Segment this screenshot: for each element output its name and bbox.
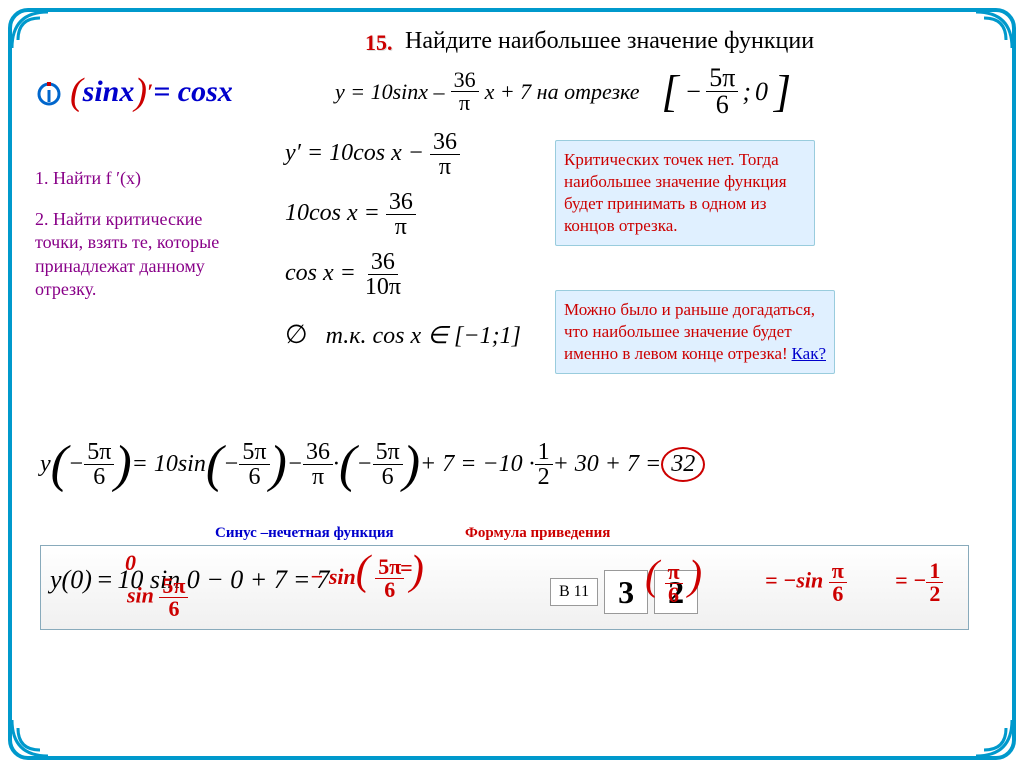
problem-title: Найдите наибольшее значение функции xyxy=(405,28,814,55)
slide-content: 15. Найдите наибольшее значение функции … xyxy=(25,20,999,748)
note-box-2: Можно было и раньше догадаться, что наиб… xyxy=(555,290,835,374)
interval: [ − 5π6 ; 0 ] xyxy=(662,65,792,118)
overlay-neg-half: = −12 xyxy=(895,560,943,605)
derivative-line-4: ∅ т.к. cos x ∈ [−1;1] xyxy=(285,320,521,350)
evaluation-left-endpoint: y(− 5π6 ) = 10sin(− 5π6 ) − 36π · (− 5π6… xyxy=(40,440,705,489)
answer-digit-1: 3 xyxy=(604,570,648,614)
func-tail: x + 7 на отрезке xyxy=(485,79,640,105)
answer-label: В 11 xyxy=(550,578,598,606)
derivative-line-3: cos x = 3610π xyxy=(285,250,404,299)
label-reduction-formula: Формула приведения xyxy=(465,525,610,542)
fraction: 36 π xyxy=(451,69,479,114)
overlay-zero: 0 xyxy=(125,550,136,576)
derivative-line-2: 10cos x = 36π xyxy=(285,190,416,239)
overlay-eq: = xyxy=(400,555,413,581)
label-odd-function: Синус –нечетная функция xyxy=(215,525,394,542)
evaluation-right-endpoint: y(0)=10 sin 0 − 0 + 7=7 xyxy=(50,565,329,595)
how-link[interactable]: Как? xyxy=(792,343,826,365)
logo-icon xyxy=(33,78,65,110)
note-text: Можно было и раньше догадаться, что наиб… xyxy=(564,300,815,363)
function-definition: y = 10sinx – 36 π x + 7 на отрезке [ − 5… xyxy=(335,65,791,118)
overlay-sin: sin 5π6 xyxy=(127,575,188,620)
step-1: 1. Найти f ′(x) xyxy=(35,168,141,189)
result-circled: 32 xyxy=(661,447,705,482)
step-2: 2. Найти критические точки, взять те, ко… xyxy=(35,208,235,302)
derivative-line-1: y′ = 10cos x − 36π xyxy=(285,130,460,179)
problem-number: 15. xyxy=(365,30,393,56)
note-box-1: Критических точек нет. Тогда наибольшее … xyxy=(555,140,815,246)
overlay-neg-sin-pi6: = −sin π6 xyxy=(765,560,847,605)
func-text: y = 10sinx – xyxy=(335,79,445,105)
derivative-rule: (sinx)′ = cosx xyxy=(70,70,233,114)
overlay-pi6: ( π6 ) xyxy=(645,560,702,606)
